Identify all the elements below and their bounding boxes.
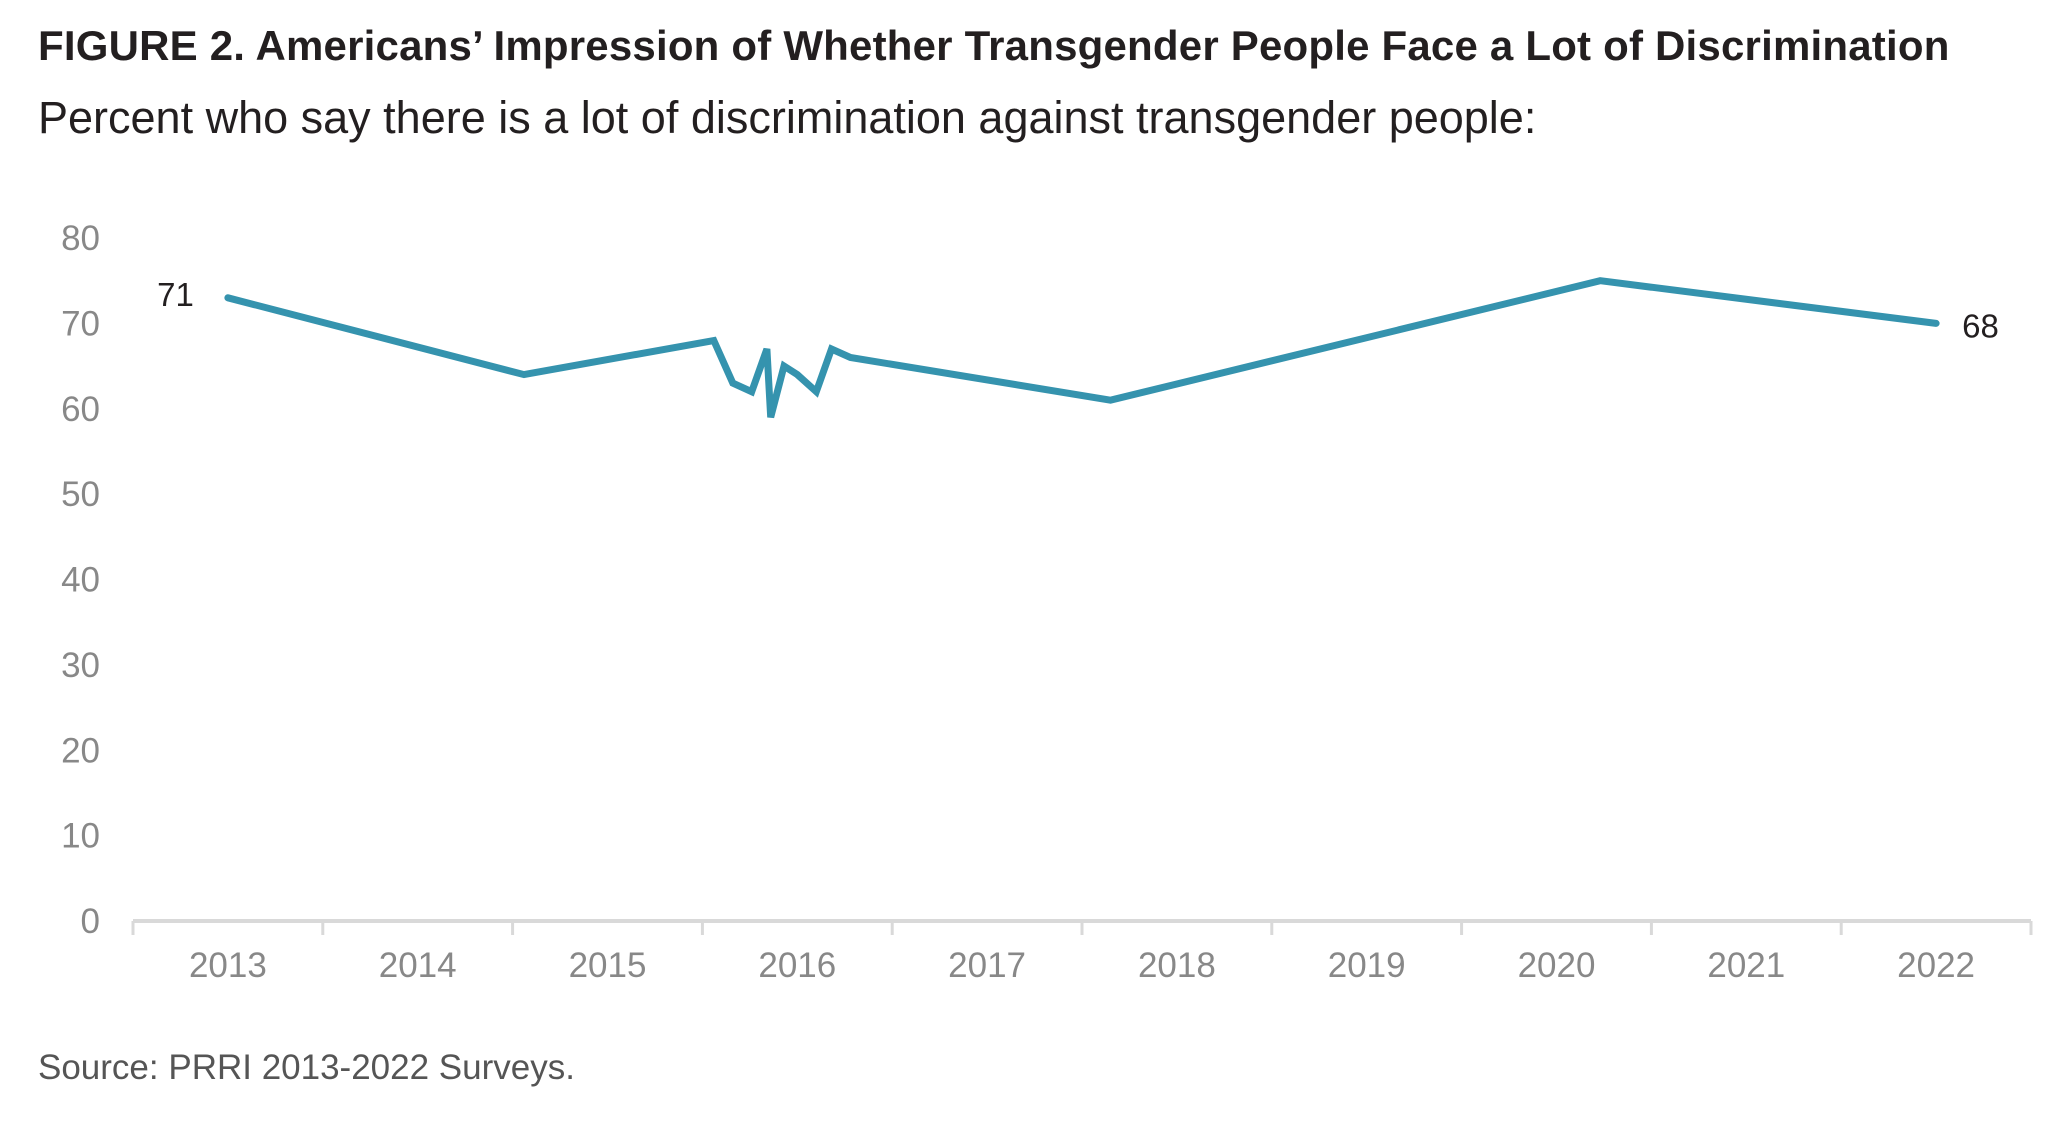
x-tick-label: 2021 (1707, 946, 1785, 985)
y-tick-label: 50 (61, 475, 100, 514)
y-tick-label: 10 (61, 817, 100, 856)
source-note: Source: PRRI 2013-2022 Surveys. (38, 1048, 575, 1087)
y-tick-label: 20 (61, 731, 100, 770)
series-line (224, 277, 1940, 419)
data-label: 71 (157, 276, 194, 313)
x-tick-label: 2016 (758, 946, 836, 985)
y-tick-label: 70 (61, 304, 100, 343)
y-tick-label: 30 (61, 646, 100, 685)
x-tick-label: 2013 (189, 946, 267, 985)
x-tick-label: 2015 (569, 946, 647, 985)
x-tick-label: 2018 (1138, 946, 1216, 985)
chart-title: FIGURE 2. Americans’ Impression of Wheth… (38, 22, 1950, 69)
chart-subtitle: Percent who say there is a lot of discri… (38, 92, 1537, 143)
x-tick-label: 2019 (1328, 946, 1406, 985)
x-tick-label: 2022 (1897, 946, 1975, 985)
x-tick-label: 2017 (948, 946, 1026, 985)
y-tick-label: 40 (61, 561, 100, 600)
x-tick-label: 2020 (1518, 946, 1596, 985)
y-tick-label: 80 (61, 219, 100, 258)
y-tick-label: 0 (81, 902, 100, 941)
data-label: 68 (1962, 307, 1999, 344)
y-tick-label: 60 (61, 390, 100, 429)
x-tick-label: 2014 (379, 946, 457, 985)
